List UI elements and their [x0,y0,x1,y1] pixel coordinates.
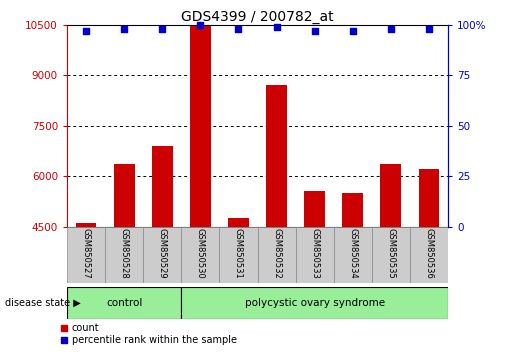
Bar [143,227,181,283]
Text: GSM850530: GSM850530 [196,228,205,279]
Text: polycystic ovary syndrome: polycystic ovary syndrome [245,298,385,308]
Bar [67,287,181,319]
Title: GDS4399 / 200782_at: GDS4399 / 200782_at [181,10,334,24]
Point [425,26,433,32]
Point [234,26,243,32]
Bar [372,227,410,283]
Bar [296,227,334,283]
Point [120,26,128,32]
Bar [410,227,448,283]
Bar [114,164,134,227]
Bar [190,27,211,227]
Text: GSM850532: GSM850532 [272,228,281,279]
Bar [304,191,325,227]
Text: GSM850535: GSM850535 [386,228,396,279]
Bar [105,227,143,283]
Text: GSM850534: GSM850534 [348,228,357,279]
Bar [76,223,96,227]
Point [158,26,166,32]
Point [311,28,319,34]
Point [196,22,204,28]
Text: GSM850536: GSM850536 [424,228,434,279]
Bar [334,227,372,283]
Bar [67,227,105,283]
Bar [381,164,401,227]
Text: GSM850527: GSM850527 [81,228,91,279]
Text: disease state ▶: disease state ▶ [5,298,81,308]
Text: control: control [106,298,142,308]
Bar [419,169,439,227]
Point [387,26,395,32]
Text: GSM850529: GSM850529 [158,228,167,279]
Point [272,24,281,30]
Bar [258,227,296,283]
Text: GSM850531: GSM850531 [234,228,243,279]
Point [349,28,357,34]
Text: GSM850533: GSM850533 [310,228,319,279]
Bar [152,146,173,227]
Bar [228,218,249,227]
Bar [181,227,219,283]
Point [82,28,90,34]
Bar [219,227,258,283]
Bar [342,193,363,227]
Bar [266,85,287,227]
Bar [181,287,448,319]
Legend: count, percentile rank within the sample: count, percentile rank within the sample [56,319,241,349]
Text: GSM850528: GSM850528 [119,228,129,279]
